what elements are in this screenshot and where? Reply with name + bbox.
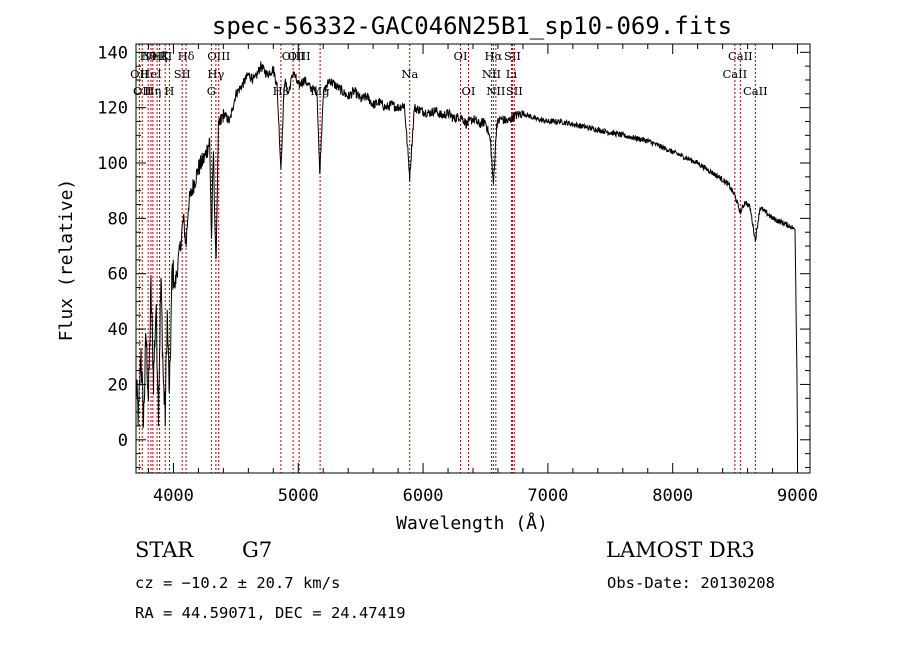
survey-label: LAMOST DR3 — [606, 538, 755, 562]
spectral-line-label: Hη — [144, 84, 161, 98]
spectral-line-label: OI — [454, 49, 468, 63]
spectral-line-label: OII — [133, 84, 152, 98]
spectral-line-label: NII — [486, 84, 505, 98]
spectral-line-label: CaII — [743, 84, 768, 98]
coordinates-readout: RA = 44.59071, DEC = 24.47419 — [135, 604, 406, 622]
spectral-line-label: SII — [504, 49, 521, 63]
spectral-line-label: Hζ — [151, 49, 167, 63]
redshift-readout: cz = −10.2 ± 20.7 km/s — [135, 574, 341, 592]
spectral-line-label: K — [161, 49, 170, 63]
y-axis-ticks: 0 20 40 60 80 100 120 140 — [97, 43, 810, 468]
spectral-line-label: Hα — [484, 49, 502, 63]
spectral-line-label: OIII — [288, 49, 311, 63]
spectral-line-label: NII — [482, 67, 501, 81]
x-tick-label: 9000 — [777, 486, 818, 506]
plot-frame — [135, 43, 811, 474]
spectral-line-label: SII — [506, 84, 523, 98]
x-tick-label: 6000 — [403, 486, 444, 506]
spectral-subclass: G7 — [242, 538, 273, 562]
x-tick-label: 7000 — [527, 486, 568, 506]
obs-date-readout: Obs-Date: 20130208 — [607, 574, 775, 592]
spectral-line-label: OII — [130, 67, 149, 81]
spectral-line-label: Na — [401, 67, 418, 81]
spectral-line-labels: OIIOIIHθHeIHηNeIIIHζKHSIIHδGHγOIIIHβOIII… — [130, 49, 768, 98]
spectral-line-label: Hδ — [178, 49, 195, 63]
spectral-line-label: OIII — [207, 49, 230, 63]
spectral-line-label: NeIII — [142, 49, 173, 63]
y-tick-label: 20 — [108, 375, 128, 395]
x-axis-ticks: 4000 5000 6000 7000 8000 9000 — [147, 44, 818, 506]
spectral-line-label: SII — [174, 67, 191, 81]
object-type: STAR — [135, 538, 194, 562]
y-tick-label: 60 — [108, 265, 128, 285]
x-axis-label: Wavelength (Å) — [396, 512, 548, 534]
spectral-line-label: G — [207, 84, 216, 98]
y-tick-label: 140 — [97, 43, 128, 63]
spectral-line-label: Hγ — [207, 67, 224, 81]
spectral-line-label: CaII — [722, 67, 747, 81]
chart-title: spec-56332-GAC046N25B1_sp10-069.fits — [212, 12, 732, 40]
y-tick-label: 80 — [108, 209, 128, 229]
spectral-line-label: OIII — [282, 49, 305, 63]
spectral-line-label: HeI — [140, 67, 161, 81]
x-tick-label: 8000 — [652, 486, 693, 506]
y-tick-label: 100 — [97, 154, 128, 174]
flux-series-line — [135, 61, 798, 471]
x-tick-label: 5000 — [278, 486, 319, 506]
spectral-line-label: Li — [506, 67, 518, 81]
spectral-line-label: OI — [462, 84, 476, 98]
x-tick-label: 4000 — [153, 486, 194, 506]
y-axis-label: Flux (relative) — [56, 179, 77, 342]
spectral-line-label: CaII — [728, 49, 753, 63]
spectral-line-label: H — [164, 84, 174, 98]
y-tick-label: 40 — [108, 320, 128, 340]
y-tick-label: 120 — [97, 99, 128, 119]
y-tick-label: 0 — [118, 431, 128, 451]
